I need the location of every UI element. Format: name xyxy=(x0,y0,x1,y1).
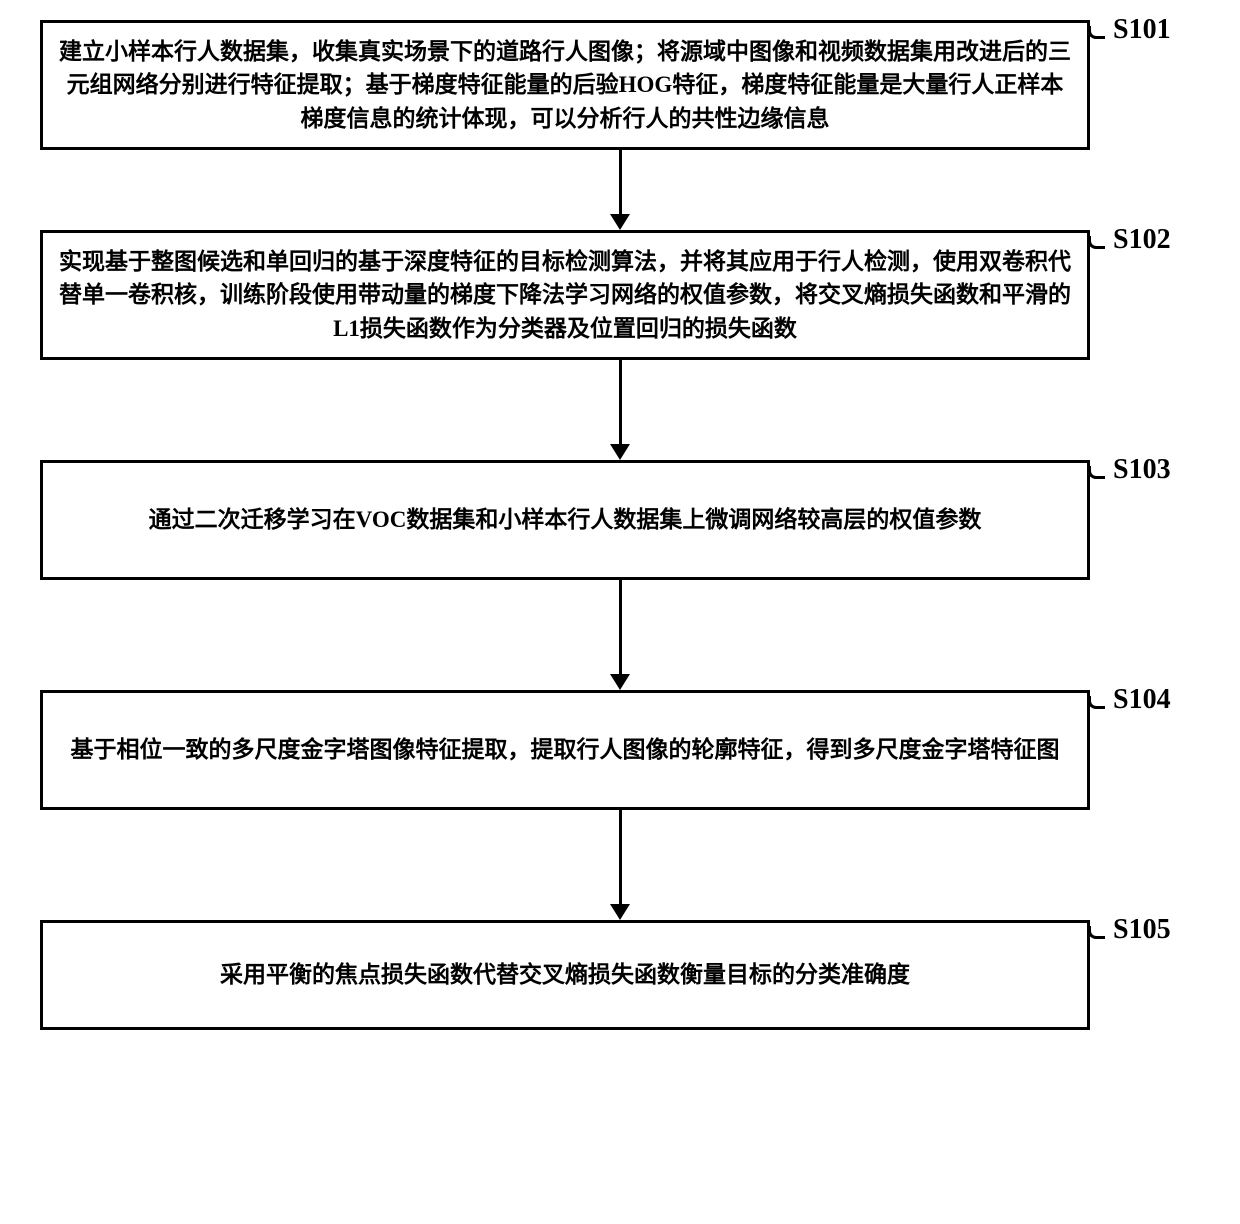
step-s103-text: 通过二次迁移学习在VOC数据集和小样本行人数据集上微调网络较高层的权值参数 xyxy=(149,503,982,536)
arrow-head xyxy=(610,444,630,460)
arrow-3 xyxy=(95,580,1145,690)
arrow-shaft xyxy=(619,580,622,674)
arrow-shaft xyxy=(619,360,622,444)
flowchart-container: 建立小样本行人数据集，收集真实场景下的道路行人图像；将源域中图像和视频数据集用改… xyxy=(40,20,1200,1030)
step-s101-label: S101 xyxy=(1113,14,1171,46)
step-s105-box: 采用平衡的焦点损失函数代替交叉熵损失函数衡量目标的分类准确度 xyxy=(40,920,1090,1030)
arrow-head xyxy=(610,904,630,920)
step-s105-row: 采用平衡的焦点损失函数代替交叉熵损失函数衡量目标的分类准确度 S105 xyxy=(40,920,1200,1030)
step-s103-label: S103 xyxy=(1113,454,1171,486)
step-s103-box: 通过二次迁移学习在VOC数据集和小样本行人数据集上微调网络较高层的权值参数 xyxy=(40,460,1090,580)
connector-curve xyxy=(1088,26,1105,39)
arrow-4 xyxy=(95,810,1145,920)
step-s101-box: 建立小样本行人数据集，收集真实场景下的道路行人图像；将源域中图像和视频数据集用改… xyxy=(40,20,1090,150)
step-s104-box: 基于相位一致的多尺度金字塔图像特征提取，提取行人图像的轮廓特征，得到多尺度金字塔… xyxy=(40,690,1090,810)
connector-curve xyxy=(1088,926,1105,939)
arrow-2 xyxy=(95,360,1145,460)
step-s104-label: S104 xyxy=(1113,684,1171,716)
arrow-head xyxy=(610,674,630,690)
step-s102-label: S102 xyxy=(1113,224,1171,256)
label-connector xyxy=(1090,230,1105,249)
step-s101-text: 建立小样本行人数据集，收集真实场景下的道路行人图像；将源域中图像和视频数据集用改… xyxy=(57,35,1073,135)
arrow-shaft xyxy=(619,150,622,214)
step-s104-row: 基于相位一致的多尺度金字塔图像特征提取，提取行人图像的轮廓特征，得到多尺度金字塔… xyxy=(40,690,1200,810)
label-connector xyxy=(1090,920,1105,939)
step-s105-text: 采用平衡的焦点损失函数代替交叉熵损失函数衡量目标的分类准确度 xyxy=(220,958,910,991)
step-s102-box: 实现基于整图候选和单回归的基于深度特征的目标检测算法，并将其应用于行人检测，使用… xyxy=(40,230,1090,360)
label-connector xyxy=(1090,460,1105,479)
arrow-1 xyxy=(95,150,1145,230)
step-s104-text: 基于相位一致的多尺度金字塔图像特征提取，提取行人图像的轮廓特征，得到多尺度金字塔… xyxy=(71,733,1060,766)
connector-curve xyxy=(1088,236,1105,249)
arrow-shaft xyxy=(619,810,622,904)
arrow-head xyxy=(610,214,630,230)
step-s105-label: S105 xyxy=(1113,914,1171,946)
step-s102-text: 实现基于整图候选和单回归的基于深度特征的目标检测算法，并将其应用于行人检测，使用… xyxy=(57,245,1073,345)
connector-curve xyxy=(1088,466,1105,479)
step-s102-row: 实现基于整图候选和单回归的基于深度特征的目标检测算法，并将其应用于行人检测，使用… xyxy=(40,230,1200,360)
label-connector xyxy=(1090,20,1105,39)
connector-curve xyxy=(1088,696,1105,709)
step-s103-row: 通过二次迁移学习在VOC数据集和小样本行人数据集上微调网络较高层的权值参数 S1… xyxy=(40,460,1200,580)
label-connector xyxy=(1090,690,1105,709)
step-s101-row: 建立小样本行人数据集，收集真实场景下的道路行人图像；将源域中图像和视频数据集用改… xyxy=(40,20,1200,150)
